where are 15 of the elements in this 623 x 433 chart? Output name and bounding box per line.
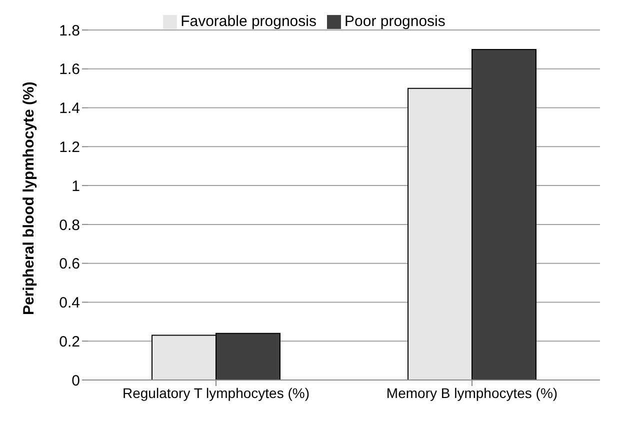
y-axis-title: Peripheral blood lypmhocyte (%) xyxy=(20,82,38,315)
y-tick-label: 0.2 xyxy=(59,333,80,350)
x-tick-label: Memory B lymphocytes (%) xyxy=(386,384,558,401)
y-tick-label: 0.8 xyxy=(59,216,80,234)
legend-label: Poor prognosis xyxy=(344,13,446,30)
legend-label: Favorable prognosis xyxy=(180,13,316,30)
y-tick-label: 1.4 xyxy=(59,100,80,118)
y-tick-label: 1.6 xyxy=(59,61,80,78)
y-tick-label: 1 xyxy=(72,178,80,195)
y-tick-label: 0 xyxy=(72,372,80,390)
y-tick-label: 0.4 xyxy=(59,294,80,312)
y-tick-label: 1.2 xyxy=(59,138,80,156)
x-tick-label: Regulatory T lymphocytes (%) xyxy=(122,384,310,401)
y-tick-label: 1.8 xyxy=(59,22,80,40)
y-tick-label: 0.6 xyxy=(59,256,80,273)
